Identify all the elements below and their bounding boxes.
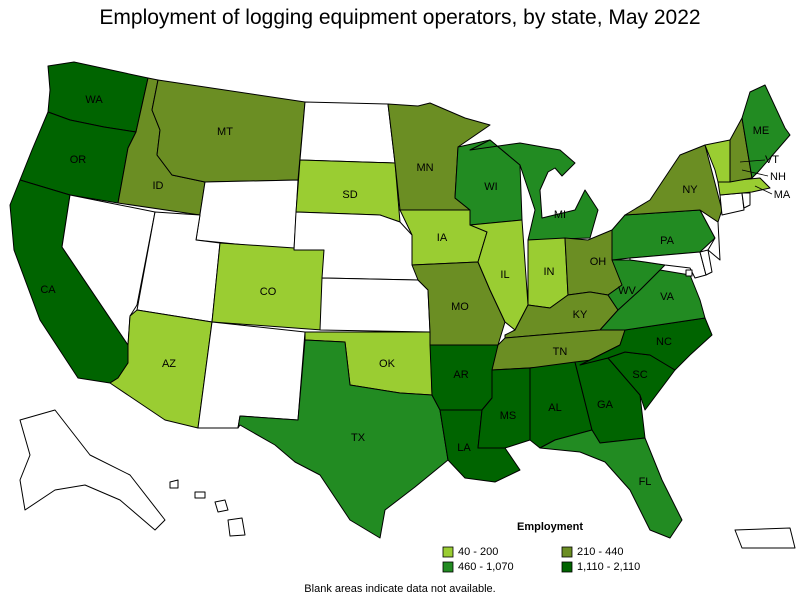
state-ND[interactable] (299, 101, 396, 164)
state-label-sc: SC (632, 369, 647, 381)
legend-title: Employment (517, 521, 583, 533)
state-label-me: ME (753, 125, 770, 137)
state-HI[interactable] (169, 479, 246, 537)
state-label-ky: KY (573, 309, 588, 321)
state-DC[interactable] (685, 269, 693, 277)
state-DE[interactable] (699, 249, 713, 276)
state-AK[interactable] (19, 409, 166, 531)
state-label-ms: MS (500, 410, 517, 422)
data-note: Blank areas indicate data not available. (304, 583, 495, 595)
state-label-fl: FL (639, 476, 652, 488)
state-label-tn: TN (553, 346, 568, 358)
state-label-id: ID (153, 180, 164, 192)
legend-swatch-1 (442, 546, 454, 558)
state-label-vt: VT (765, 154, 779, 166)
state-label-ga: GA (597, 399, 614, 411)
state-label-or: OR (70, 154, 87, 166)
state-RI[interactable] (741, 192, 751, 209)
state-label-ia: IA (437, 232, 448, 244)
legend-label-4: 1,110 - 2,110 (577, 561, 640, 573)
legend-label-3: 460 - 1,070 (458, 561, 514, 573)
state-PR[interactable] (734, 527, 796, 549)
state-MI[interactable] (469, 139, 599, 241)
state-label-wi: WI (484, 181, 497, 193)
state-label-la: LA (457, 442, 471, 454)
state-label-sd: SD (342, 189, 357, 201)
state-IL[interactable] (469, 219, 529, 331)
state-label-az: AZ (162, 358, 176, 370)
state-label-nh: NH (770, 171, 786, 183)
state-label-il: IL (500, 269, 509, 281)
state-CT[interactable] (719, 192, 745, 216)
legend-swatch-4 (561, 561, 573, 573)
state-ME[interactable] (741, 84, 791, 179)
state-label-mt: MT (217, 126, 233, 138)
state-FL[interactable] (539, 429, 683, 539)
legend-label-1: 40 - 200 (458, 546, 498, 558)
state-label-ma: MA (774, 189, 791, 201)
state-label-mo: MO (451, 301, 469, 313)
state-label-mn: MN (416, 162, 433, 174)
state-label-al: AL (548, 402, 561, 414)
legend-swatch-2 (561, 546, 573, 558)
map-title: Employment of logging equipment operator… (99, 6, 700, 29)
state-label-wa: WA (85, 94, 103, 106)
state-label-nc: NC (656, 336, 672, 348)
state-label-tx: TX (351, 432, 366, 444)
map-legend: Employment 40 - 200 210 - 440 460 - 1,070 1… (442, 521, 640, 573)
leader-lines (739, 159, 773, 195)
state-labels: WA OR CA ID MT MN MO OH KY TN NY SD CO AZ OK IA IL IN VT MA… (40, 94, 791, 488)
state-VT[interactable] (704, 139, 731, 183)
state-label-pa: PA (660, 235, 675, 247)
state-label-mi: MI (554, 209, 566, 221)
state-NM[interactable] (197, 321, 306, 429)
state-label-in: IN (544, 266, 555, 278)
state-NC[interactable] (579, 317, 713, 371)
state-label-wv: WV (618, 285, 636, 297)
state-KS[interactable] (319, 277, 431, 333)
legend-label-2: 210 - 440 (577, 546, 623, 558)
state-label-ca: CA (40, 284, 56, 296)
state-label-ok: OK (379, 358, 396, 370)
state-label-ar: AR (453, 369, 468, 381)
state-WY[interactable] (195, 179, 299, 251)
legend-swatch-3 (442, 561, 454, 573)
state-shapes (9, 61, 796, 549)
state-NY[interactable] (624, 144, 723, 223)
state-label-ny: NY (682, 184, 698, 196)
state-TX[interactable] (237, 339, 449, 539)
state-label-oh: OH (590, 256, 607, 268)
state-label-va: VA (660, 291, 675, 303)
state-label-co: CO (260, 286, 277, 298)
